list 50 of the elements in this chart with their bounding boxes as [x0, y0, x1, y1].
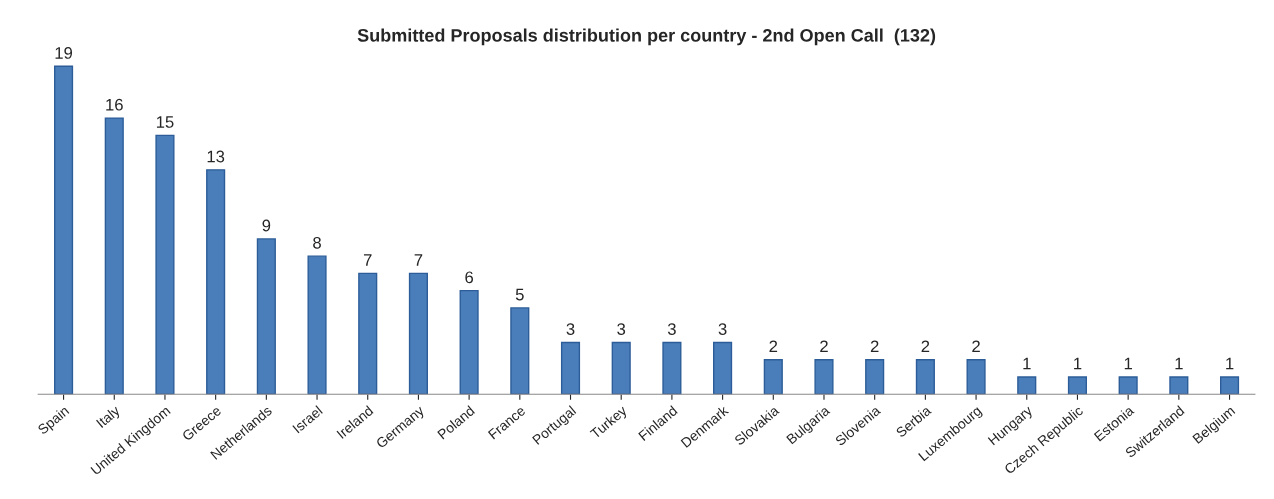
bar [1067, 376, 1088, 395]
bar [966, 358, 986, 395]
bar [865, 358, 885, 395]
bar [1219, 376, 1240, 395]
bar [54, 65, 74, 395]
bar [1017, 376, 1037, 395]
data-label: 1 [1124, 357, 1132, 370]
bar [155, 134, 175, 395]
x-tick-label: Italy [95, 404, 123, 431]
data-label: 1 [1023, 357, 1031, 370]
bar [814, 358, 834, 395]
data-label: 2 [870, 340, 879, 353]
data-label: 7 [414, 254, 423, 266]
bar [459, 289, 479, 395]
bar [560, 341, 581, 395]
data-label: 5 [515, 288, 524, 301]
data-label: 6 [465, 271, 474, 284]
data-label: 2 [921, 340, 930, 353]
bar [256, 238, 276, 395]
data-label: 15 [156, 116, 174, 128]
bar [713, 341, 733, 395]
data-label: 3 [718, 323, 727, 335]
bar [104, 117, 124, 395]
bar [358, 272, 378, 395]
data-label: 3 [566, 323, 575, 335]
bar [662, 341, 682, 395]
bar [1169, 376, 1189, 395]
data-label: 3 [667, 323, 676, 335]
data-label: 3 [617, 323, 626, 335]
data-label: 2 [972, 340, 980, 353]
bar [206, 169, 226, 395]
data-label: 16 [106, 98, 123, 111]
data-label: 8 [313, 236, 321, 249]
data-label: 2 [769, 340, 778, 353]
bar [763, 358, 783, 395]
chart-title: Submitted Proposals distribution per country - 2nd Open Call (132) [357, 28, 936, 46]
data-label: 19 [55, 47, 73, 59]
data-label: 7 [363, 254, 372, 266]
bar [510, 307, 530, 395]
data-label: 1 [1226, 357, 1234, 370]
bar [1118, 376, 1138, 395]
data-label: 13 [207, 150, 225, 163]
bar [915, 358, 935, 395]
data-label: 1 [1175, 357, 1183, 370]
bar [307, 255, 327, 395]
bar [408, 272, 428, 395]
data-label: 2 [820, 340, 828, 353]
bar [611, 341, 631, 395]
data-label: 1 [1074, 357, 1082, 370]
data-label: 9 [262, 219, 271, 232]
